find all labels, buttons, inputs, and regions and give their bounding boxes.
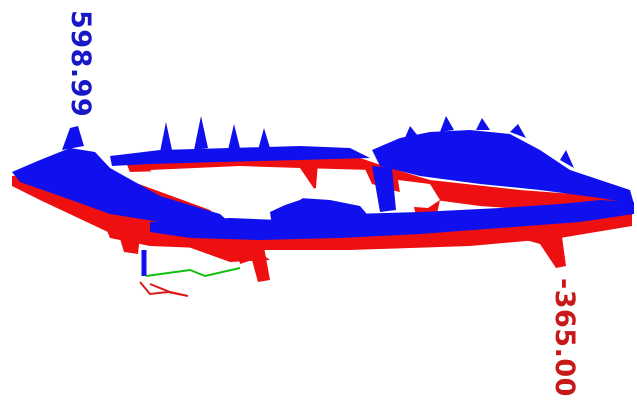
axis-gizmo [139, 250, 241, 297]
blue-surface-layer [12, 116, 634, 240]
blue-north-ridge [110, 146, 370, 166]
courtyard-opening-west [150, 166, 315, 212]
blue-courtyard-column [372, 166, 396, 212]
blue-tower-4 [228, 124, 240, 150]
blue-central-lobe [270, 198, 372, 228]
axis-x-line [139, 281, 189, 297]
blue-tower-8 [476, 118, 490, 130]
blue-tower-10 [560, 150, 574, 168]
red-spike-west [118, 232, 140, 254]
blue-tower-2 [160, 122, 172, 152]
courtyard-opening-east [398, 180, 440, 208]
red-spike-center [235, 236, 270, 282]
blue-tower-west [62, 126, 84, 150]
blue-tower-7 [440, 116, 454, 132]
max-elevation-label: 598.99 [65, 10, 96, 118]
blue-tower-6 [404, 126, 418, 140]
blue-tower-3 [194, 116, 208, 150]
blue-front-band [150, 200, 634, 240]
blue-east-block [372, 130, 634, 204]
min-elevation-label: -365.00 [549, 278, 580, 397]
blue-tower-5 [258, 128, 270, 150]
axis-y-line [145, 267, 241, 278]
blue-wing-west [12, 148, 238, 234]
red-east-edge [360, 158, 634, 214]
blue-tower-9 [510, 124, 526, 138]
courtyard-openings [150, 166, 440, 212]
red-spike-south [520, 222, 566, 268]
